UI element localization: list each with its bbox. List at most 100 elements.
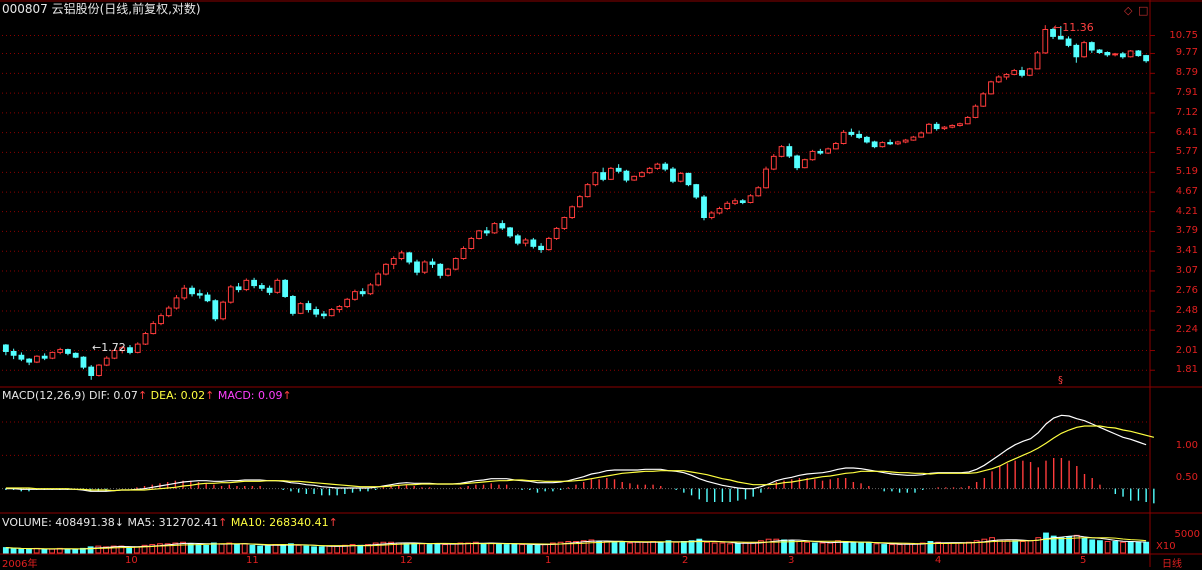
- volume-bar: [419, 543, 425, 554]
- ma10-arrow: ↑: [328, 516, 338, 529]
- dea-line: [5, 425, 1155, 492]
- volume-bar: [888, 544, 895, 554]
- volume-bar: [1050, 535, 1057, 554]
- volume-bar: [650, 541, 656, 554]
- volume-bar: [804, 541, 811, 554]
- volume-bar: [180, 541, 186, 554]
- candle-down: [251, 279, 257, 287]
- volume-bar: [1127, 541, 1134, 554]
- candle-up: [576, 196, 583, 208]
- event-marker: §: [1058, 375, 1063, 386]
- candle-down: [483, 230, 490, 234]
- volume-bar: [403, 543, 410, 554]
- volume-bar: [688, 540, 695, 554]
- candle-up: [367, 284, 374, 295]
- candle-up: [297, 303, 304, 314]
- candle-up: [173, 297, 180, 309]
- candle-up: [957, 123, 963, 126]
- candle-down: [685, 172, 692, 186]
- candle-down: [848, 131, 855, 135]
- volume-bar: [865, 542, 872, 554]
- candle-up: [375, 273, 382, 286]
- candle-up: [584, 184, 591, 198]
- candle-down: [18, 354, 25, 360]
- volume-bar: [1089, 539, 1096, 554]
- volume-bar: [203, 544, 210, 554]
- candle-up: [1127, 50, 1134, 58]
- volume-bar: [157, 543, 163, 554]
- volume-bar: [935, 541, 942, 554]
- candle-down: [72, 352, 79, 358]
- candle-up: [763, 168, 769, 189]
- volume-bar: [966, 541, 972, 554]
- candle-down: [305, 303, 312, 311]
- volume-bar: [480, 543, 487, 554]
- candle-down: [65, 349, 71, 354]
- macd-legend: MACD(12,26,9) DIF: 0.07↑ DEA: 0.02↑ MACD…: [2, 389, 292, 402]
- square-icon[interactable]: □: [1138, 4, 1149, 17]
- price-tick-label: 3.41: [1175, 245, 1198, 257]
- candle-up: [1042, 28, 1049, 54]
- candle-down: [1143, 55, 1150, 62]
- volume-bar: [673, 541, 680, 554]
- volume-bar: [26, 548, 32, 554]
- candle-down: [499, 223, 506, 229]
- candle-up: [918, 132, 925, 138]
- candle-down: [662, 163, 669, 170]
- volume-bar: [311, 546, 317, 554]
- candle-down: [235, 286, 242, 291]
- candle-down: [289, 295, 296, 314]
- volume-bar: [226, 542, 233, 554]
- candle-up: [1003, 73, 1010, 78]
- volume-bar: [103, 546, 109, 554]
- candle-down: [414, 261, 420, 273]
- candle-up: [445, 268, 451, 276]
- candle-down: [1135, 50, 1142, 57]
- volume-bar: [842, 541, 849, 554]
- volume-bar: [1043, 532, 1049, 554]
- candle-up: [111, 350, 118, 359]
- candle-up: [1011, 70, 1018, 75]
- macd-series: [5, 414, 1155, 504]
- volume-bar: [295, 544, 302, 554]
- price-tick-label: 5.77: [1175, 146, 1198, 158]
- candle-up: [592, 172, 599, 186]
- volume-bar: [164, 543, 171, 554]
- candle-up: [352, 291, 358, 300]
- candle-down: [196, 293, 203, 296]
- volume-bar: [110, 545, 117, 554]
- candle-up: [227, 286, 234, 303]
- candle-up: [181, 287, 188, 299]
- candle-up: [390, 258, 397, 265]
- candle-up: [460, 247, 467, 260]
- volume-bar: [372, 542, 379, 554]
- candle-up: [328, 309, 335, 317]
- volume-bar: [788, 540, 795, 554]
- candle-down: [26, 358, 33, 363]
- candle-down: [1096, 49, 1103, 54]
- volume-bar: [996, 539, 1003, 554]
- candle-up: [677, 172, 684, 182]
- candle-up: [732, 200, 738, 204]
- volume-bar: [519, 544, 525, 554]
- diamond-icon[interactable]: ◇: [1124, 4, 1133, 17]
- volume-bar: [858, 542, 864, 554]
- volume-bar: [18, 548, 25, 554]
- volume-unit: X10: [1156, 541, 1176, 552]
- candle-up: [809, 150, 816, 161]
- volume-bar: [264, 545, 271, 554]
- candle-up: [398, 252, 405, 260]
- volume-bar: [927, 541, 934, 554]
- candle-down: [1019, 70, 1025, 76]
- x-label-period[interactable]: 日线: [1162, 559, 1182, 570]
- candle-up: [569, 206, 576, 219]
- volume-bar: [241, 543, 248, 554]
- volume-bar: [1104, 541, 1111, 554]
- candle-down: [1104, 52, 1111, 56]
- dif-label: DIF: 0.07: [89, 389, 138, 402]
- volume-bar: [503, 544, 510, 554]
- volume-bar: [280, 544, 287, 554]
- volume-bar: [611, 541, 618, 554]
- volume-bar: [827, 542, 834, 554]
- volume-bar: [272, 544, 279, 554]
